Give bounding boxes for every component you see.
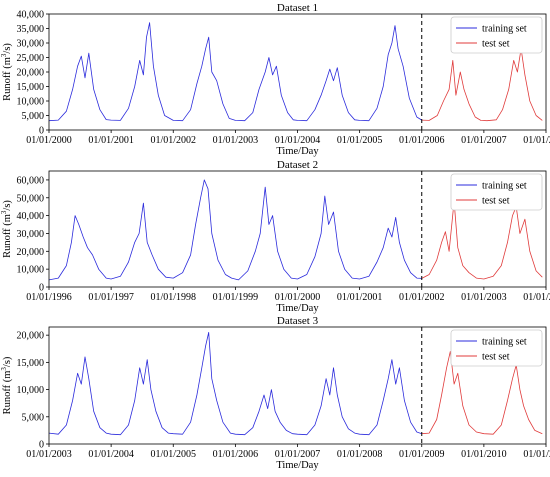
x-tick-label: 01/01/2001	[337, 292, 383, 303]
y-axis-label: Runoff (m3/s)	[0, 200, 13, 258]
y-axis-label-end: /s)	[2, 43, 13, 54]
x-tick-label: 01/01/1996	[26, 292, 72, 303]
x-tick-label: 01/01/2011	[523, 449, 550, 460]
y-tick-label: 20,000	[17, 247, 45, 258]
series-line-training	[48, 22, 423, 122]
x-tick-label: 01/01/2002	[399, 292, 445, 303]
y-tick-label: 50,000	[17, 193, 45, 204]
chart-panel-3: Dataset 3 0 5,000 10,000 15,000 20,000 01/01/2…	[0, 315, 550, 471]
y-tick-label: 40,000	[17, 211, 45, 222]
chart-title: Dataset 2	[277, 159, 318, 171]
x-tick-label: 01/01/2009	[399, 449, 445, 460]
y-tick-label: 5,000	[22, 412, 45, 423]
y-tick-label: 5,000	[22, 111, 45, 122]
x-tick-label: 01/01/2004	[88, 449, 134, 460]
x-tick-label: 01/01/2000	[275, 292, 321, 303]
y-tick-label: 10,000	[17, 97, 45, 108]
y-axis-label-main: Runoff (m	[2, 371, 13, 415]
legend-label-training: training set	[482, 24, 527, 35]
x-axis-label: Time/Day	[276, 146, 319, 157]
y-axis-label-superscript: 3	[0, 53, 8, 57]
series-line-test	[421, 351, 543, 435]
x-tick-label: 01/01/2010	[461, 449, 507, 460]
y-tick-label: 0	[39, 126, 44, 137]
x-tick-label: 01/01/2004	[523, 292, 550, 303]
chart-panel-2: Dataset 2 0 10,000 20,000 30,000 40,000 50,000…	[0, 159, 550, 314]
x-tick-label: 01/01/2008	[523, 135, 550, 146]
y-tick-label: 0	[39, 440, 44, 451]
x-tick-label: 01/01/1997	[88, 292, 134, 303]
y-tick-label: 30,000	[17, 39, 45, 50]
y-tick-label: 10,000	[17, 265, 45, 276]
legend-box	[450, 329, 543, 367]
x-tick-label: 01/01/2007	[275, 449, 321, 460]
y-axis-label-end: /s)	[2, 200, 13, 211]
series-line-training	[48, 332, 422, 436]
chart-title: Dataset 1	[277, 2, 318, 14]
y-axis-label-end: /s)	[2, 356, 13, 367]
x-tick-label: 01/01/2005	[337, 135, 383, 146]
y-axis-label-superscript: 3	[0, 367, 8, 371]
y-tick-label: 40,000	[17, 10, 45, 21]
x-tick-label: 01/01/2005	[150, 449, 196, 460]
x-tick-label: 01/01/2004	[275, 135, 321, 146]
y-axis-label: Runoff (m3/s)	[0, 43, 13, 101]
x-axis-label: Time/Day	[276, 460, 319, 471]
x-axis-label: Time/Day	[276, 303, 319, 314]
y-tick-label: 35,000	[17, 24, 45, 35]
y-axis-label: Runoff (m3/s)	[0, 356, 13, 414]
y-axis-label-superscript: 3	[0, 210, 8, 214]
x-tick-label: 01/01/2006	[213, 449, 259, 460]
legend-label-test: test set	[482, 39, 510, 50]
y-tick-label: 30,000	[17, 229, 45, 240]
x-tick-label: 01/01/2007	[461, 135, 507, 146]
legend-label-test: test set	[482, 196, 510, 207]
legend-box	[450, 173, 543, 211]
x-tick-label: 01/01/1999	[213, 292, 259, 303]
x-tick-label: 01/01/2003	[461, 292, 507, 303]
y-axis-label-main: Runoff (m	[2, 57, 13, 101]
x-tick-label: 01/01/2000	[26, 135, 72, 146]
series-line-test	[421, 48, 543, 122]
series-line-test	[421, 200, 543, 280]
x-tick-label: 01/01/2006	[399, 135, 445, 146]
y-tick-label: 25,000	[17, 53, 45, 64]
legend-box	[450, 16, 543, 54]
y-tick-label: 20,000	[17, 68, 45, 79]
series-line-training	[48, 179, 422, 281]
x-tick-label: 01/01/2001	[88, 135, 134, 146]
x-tick-label: 01/01/2002	[150, 135, 196, 146]
y-tick-label: 10,000	[17, 385, 45, 396]
chart-title: Dataset 3	[277, 315, 319, 327]
legend-label-training: training set	[482, 181, 527, 192]
y-tick-label: 15,000	[17, 82, 45, 93]
y-tick-label: 60,000	[17, 175, 45, 186]
y-tick-label: 0	[39, 283, 44, 294]
y-axis-label-main: Runoff (m	[2, 214, 13, 258]
chart-panel-1: Dataset 1 0 5,000 10,000 15,000 20,000 25,000 3…	[0, 2, 550, 157]
x-tick-label: 01/01/1998	[150, 292, 196, 303]
x-tick-label: 01/01/2008	[337, 449, 383, 460]
y-tick-label: 15,000	[17, 358, 45, 369]
x-tick-label: 01/01/2003	[213, 135, 259, 146]
y-tick-label: 20,000	[17, 331, 45, 342]
legend-label-test: test set	[482, 352, 510, 363]
x-tick-label: 01/01/2003	[26, 449, 72, 460]
legend-label-training: training set	[482, 337, 527, 348]
